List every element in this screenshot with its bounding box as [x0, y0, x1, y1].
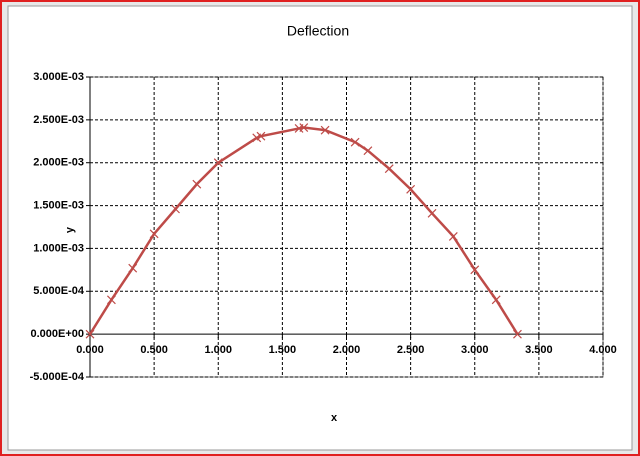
x-tick-label: 1.000 [204, 344, 232, 356]
data-point [350, 137, 360, 147]
chart-title: Deflection [287, 23, 349, 39]
data-point [149, 229, 159, 239]
data-point [192, 179, 202, 189]
data-point [384, 164, 394, 174]
data-point [491, 295, 501, 305]
y-tick-label: -5.000E-04 [30, 371, 85, 383]
y-tick-label: 1.000E-03 [33, 242, 84, 254]
data-point [299, 123, 309, 132]
data-point [406, 184, 416, 194]
x-tick-label: 4.000 [589, 344, 617, 356]
x-tick-label: 3.500 [525, 344, 553, 356]
y-tick-label: 5.000E-04 [33, 285, 85, 297]
y-axis-label: y [64, 226, 76, 233]
x-tick-label: 2.000 [333, 344, 361, 356]
data-point [256, 131, 266, 141]
data-point [470, 265, 480, 275]
x-tick-label: 2.500 [397, 344, 425, 356]
data-point [171, 204, 180, 214]
y-tick-label: 0.000E+00 [30, 328, 84, 340]
y-tick-label: 2.000E-03 [33, 157, 84, 169]
x-tick-label: 3.000 [461, 344, 489, 356]
y-tick-label: 1.500E-03 [33, 199, 84, 211]
data-point [448, 232, 458, 241]
data-point [85, 329, 95, 339]
data-point [213, 158, 223, 168]
data-point [106, 295, 116, 305]
y-tick-label: 2.500E-03 [33, 114, 84, 126]
data-point [128, 263, 138, 273]
x-tick-label: 1.500 [269, 344, 297, 356]
data-point [320, 125, 330, 135]
data-point [363, 146, 373, 156]
x-tick-label: 0.500 [140, 344, 168, 356]
data-point [427, 208, 437, 218]
data-point [513, 329, 522, 339]
y-tick-label: 3.000E-03 [33, 71, 84, 83]
x-axis-label: x [331, 412, 338, 424]
